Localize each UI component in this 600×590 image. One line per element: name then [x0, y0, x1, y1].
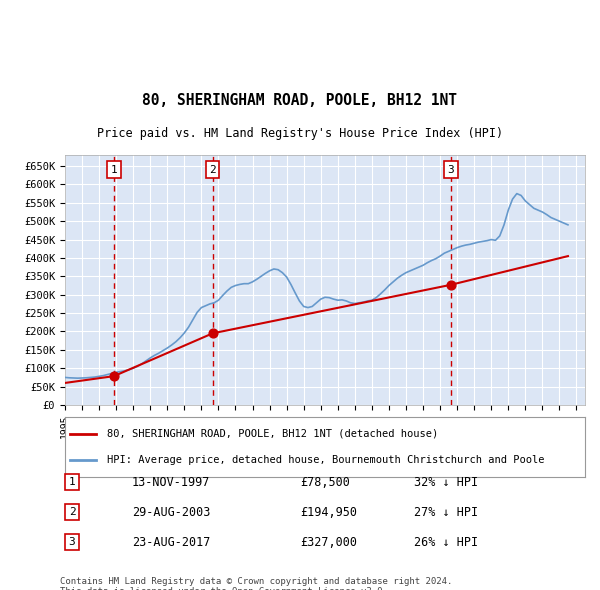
Text: £327,000: £327,000	[300, 536, 357, 549]
Text: 80, SHERINGHAM ROAD, POOLE, BH12 1NT (detached house): 80, SHERINGHAM ROAD, POOLE, BH12 1NT (de…	[107, 429, 438, 439]
Point	[208, 329, 217, 338]
Text: 2: 2	[209, 165, 216, 175]
Text: 26% ↓ HPI: 26% ↓ HPI	[414, 536, 478, 549]
Text: 1: 1	[68, 477, 76, 487]
Text: 13-NOV-1997: 13-NOV-1997	[132, 476, 211, 489]
Text: Contains HM Land Registry data © Crown copyright and database right 2024.
This d: Contains HM Land Registry data © Crown c…	[60, 577, 452, 590]
Text: Price paid vs. HM Land Registry's House Price Index (HPI): Price paid vs. HM Land Registry's House …	[97, 126, 503, 139]
Text: 2: 2	[68, 507, 76, 517]
Text: 80, SHERINGHAM ROAD, POOLE, BH12 1NT: 80, SHERINGHAM ROAD, POOLE, BH12 1NT	[143, 93, 458, 107]
Point	[446, 280, 456, 290]
Text: £194,950: £194,950	[300, 506, 357, 519]
Text: 3: 3	[68, 537, 76, 547]
Point	[109, 372, 119, 381]
Text: 23-AUG-2017: 23-AUG-2017	[132, 536, 211, 549]
Text: HPI: Average price, detached house, Bournemouth Christchurch and Poole: HPI: Average price, detached house, Bour…	[107, 455, 544, 465]
Text: 27% ↓ HPI: 27% ↓ HPI	[414, 506, 478, 519]
Text: 29-AUG-2003: 29-AUG-2003	[132, 506, 211, 519]
Text: 3: 3	[448, 165, 454, 175]
Text: £78,500: £78,500	[300, 476, 350, 489]
Text: 1: 1	[110, 165, 118, 175]
Text: 32% ↓ HPI: 32% ↓ HPI	[414, 476, 478, 489]
